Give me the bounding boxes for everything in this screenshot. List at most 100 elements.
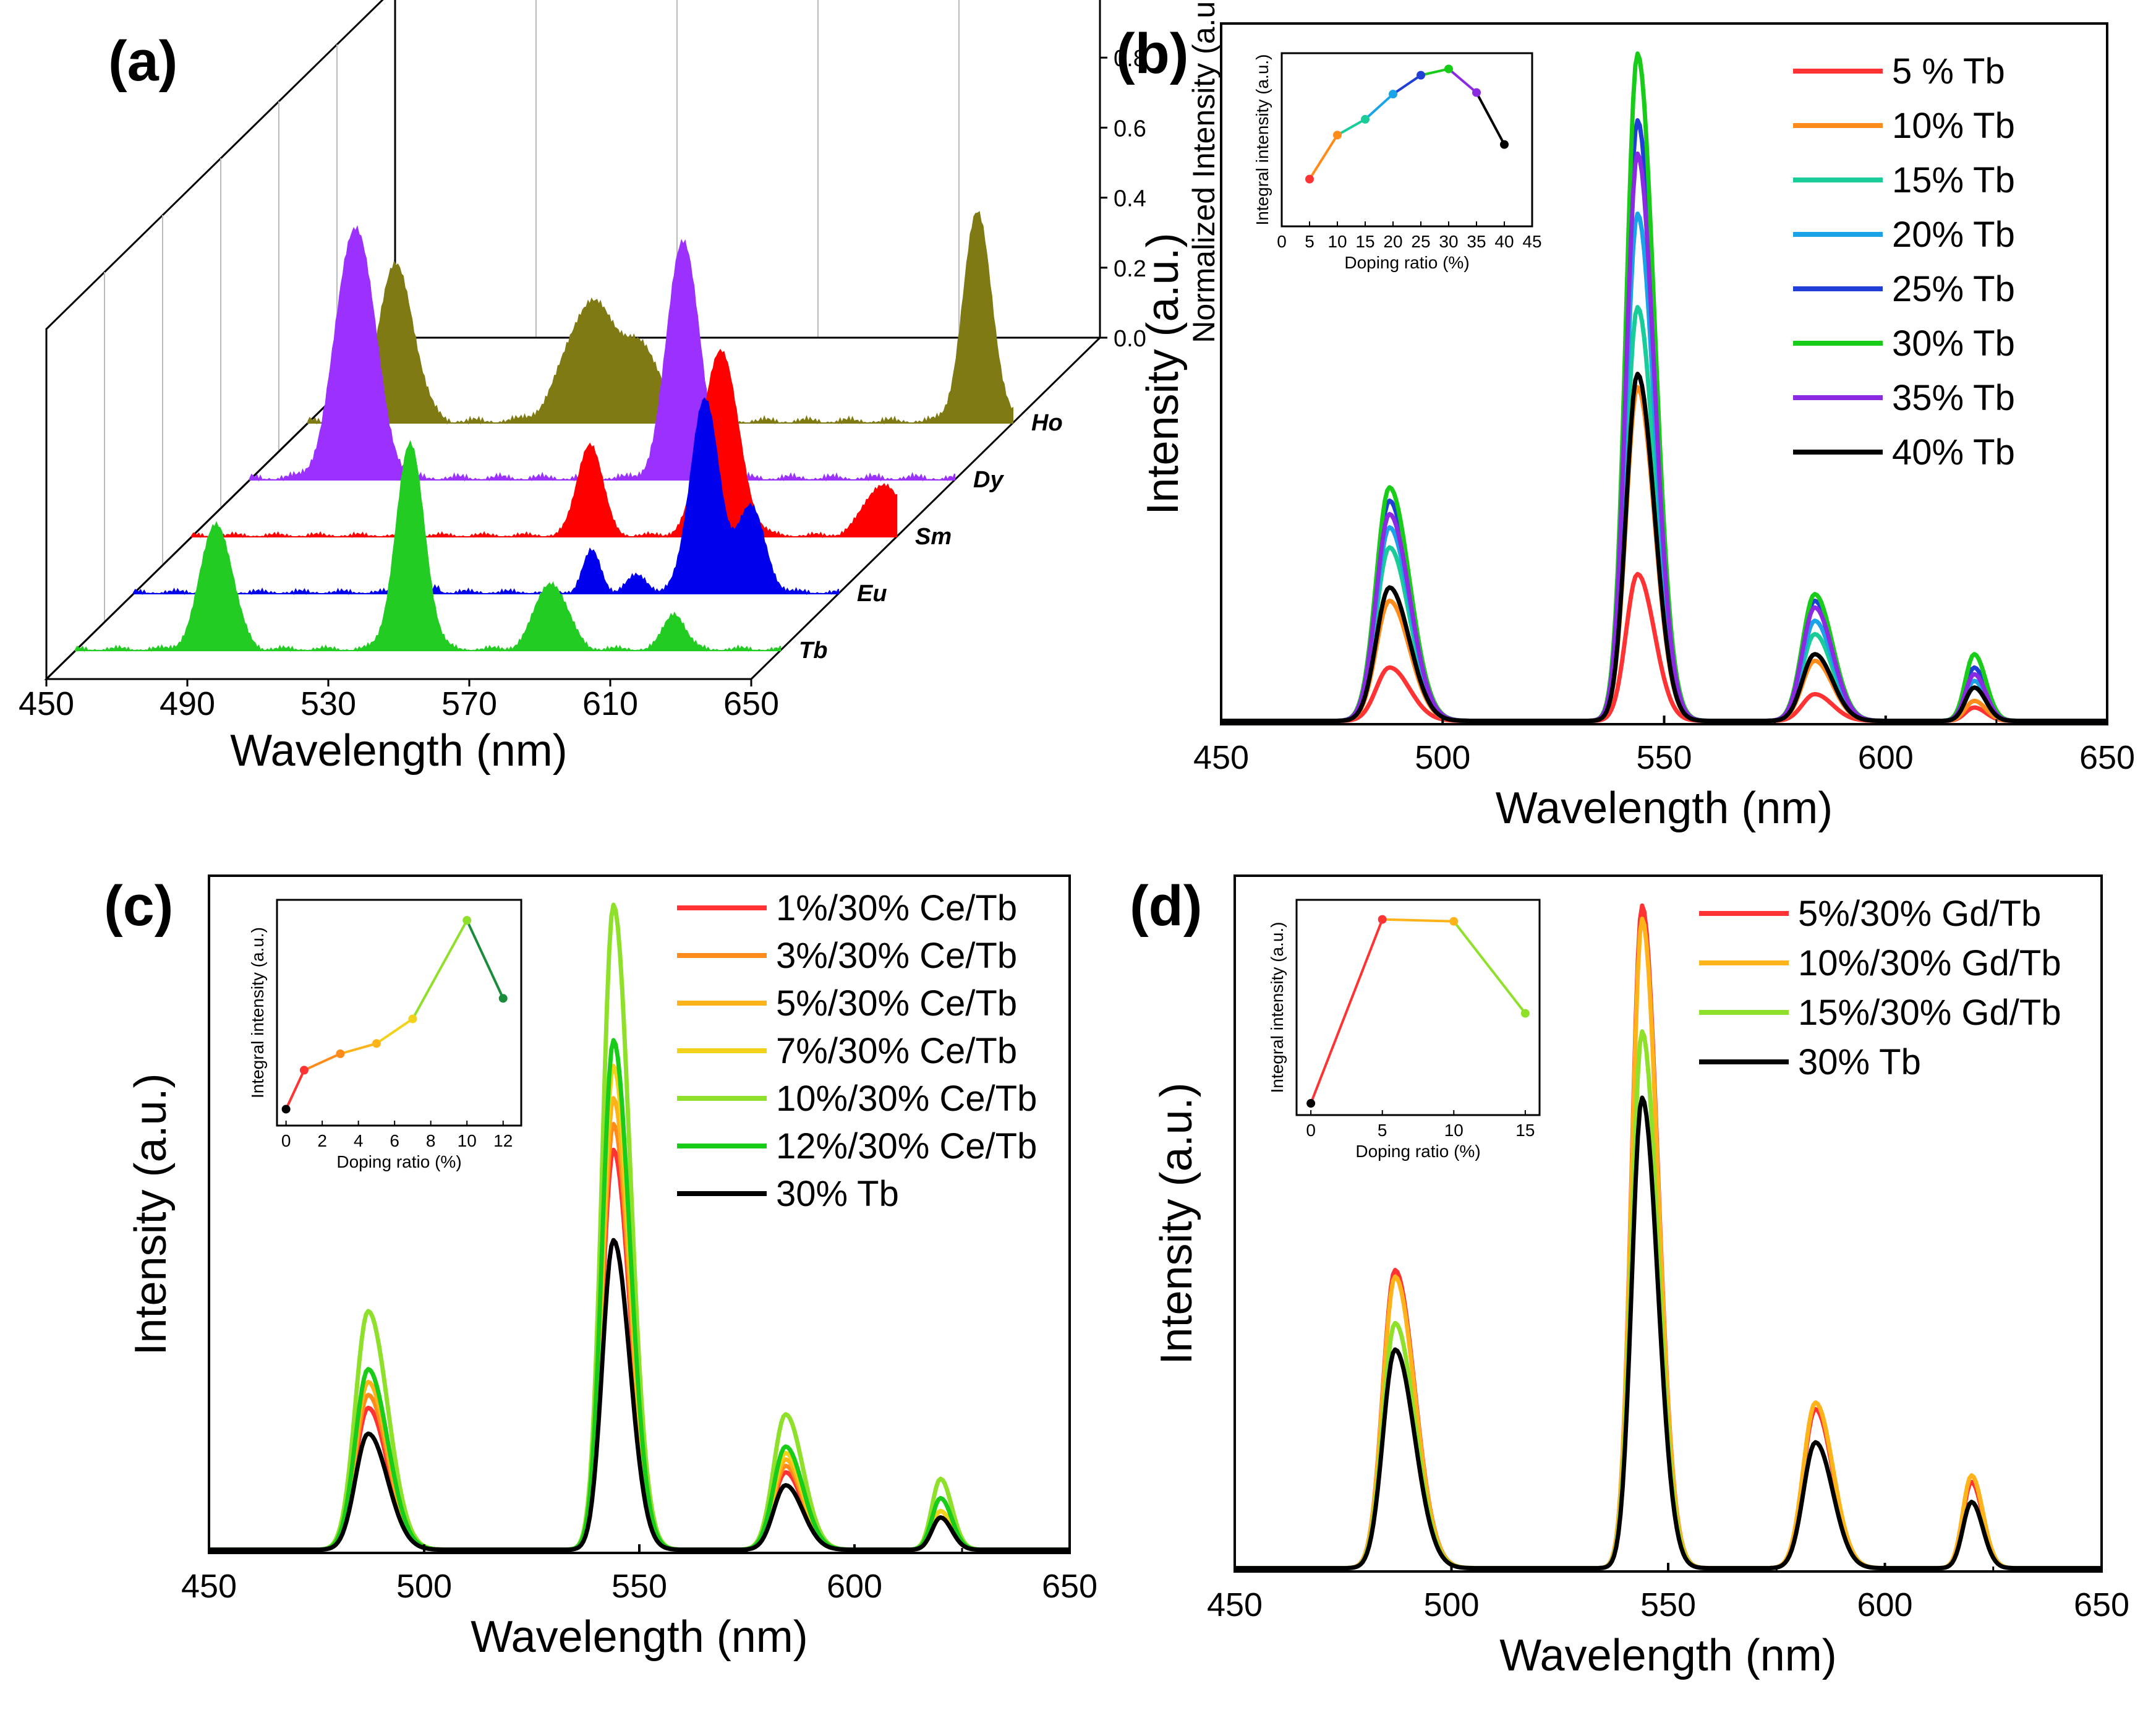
panel-label-a: (a) [108, 30, 177, 93]
inset-segment [1392, 74, 1422, 95]
legend-label: 40% Tb [1892, 432, 2015, 472]
inset-x-tick-label: 5 [1305, 232, 1314, 251]
inset-x-tick-label: 10 [1327, 232, 1347, 251]
series-label-Tb: Tb [799, 638, 827, 664]
inset-segment [1452, 920, 1527, 1014]
x-tick-label: 650 [723, 685, 779, 722]
x-tick-label: 450 [19, 685, 74, 722]
series-area-Tb [75, 440, 781, 652]
inset-segment [284, 1069, 305, 1110]
x-axis-title: Wavelength (nm) [1496, 784, 1833, 833]
z-tick-label: 0.0 [1114, 326, 1146, 352]
inset-point [1417, 71, 1425, 80]
inset-x-tick-label: 15 [1515, 1121, 1535, 1140]
inset-point [1520, 1009, 1530, 1018]
inset-x-tick-label: 30 [1439, 232, 1458, 251]
series-line-40% Tb [1221, 372, 2107, 724]
inset-segment [411, 920, 468, 1020]
inset-segment [304, 1053, 341, 1072]
inset-y-title: Integral intensity (a.u.) [1253, 54, 1272, 225]
inset-segment [1310, 918, 1384, 1104]
inset-point [1449, 917, 1459, 926]
x-tick-label: 450 [1207, 1586, 1263, 1623]
inset-y-title: Integral intensity (a.u.) [248, 927, 267, 1098]
legend-label: 12%/30% Ce/Tb [776, 1126, 1037, 1166]
legend-label: 3%/30% Ce/Tb [776, 936, 1017, 976]
legend-label: 1%/30% Ce/Tb [776, 888, 1017, 928]
back-wall-frame [394, 0, 1101, 339]
inset-point [1305, 174, 1314, 184]
inset-point [408, 1014, 417, 1024]
panel-label-c: (c) [104, 874, 173, 938]
inset-point [1500, 140, 1509, 149]
inset-x-tick-label: 4 [354, 1131, 364, 1150]
series-label-Sm: Sm [915, 524, 952, 550]
inset-y-title: Integral intensity (a.u.) [1268, 921, 1287, 1093]
legend-label: 15% Tb [1892, 160, 2015, 200]
x-tick-label: 550 [1640, 1586, 1696, 1623]
series-line-30% Tb [209, 1238, 1070, 1552]
x-tick-label: 650 [1042, 1568, 1097, 1605]
z-tick-label: 1.0 [1114, 0, 1146, 2]
inset-segment [1364, 93, 1394, 121]
series-area-Sm [191, 348, 897, 539]
legend-label: 15%/30% Gd/Tb [1798, 993, 2061, 1033]
inset-x-tick-label: 40 [1494, 232, 1514, 251]
inset-x-tick-label: 6 [390, 1131, 399, 1150]
inset-point [498, 994, 508, 1003]
inset-x-tick-label: 25 [1411, 232, 1430, 251]
legend-label: 5 % Tb [1892, 51, 2005, 92]
inset-segment [1447, 67, 1478, 94]
inset-point [372, 1039, 381, 1048]
inset-point [1472, 88, 1481, 97]
inset-segment [1382, 918, 1454, 923]
inset-segment [339, 1042, 377, 1055]
legend-label: 30% Tb [776, 1174, 899, 1214]
inset-point [281, 1105, 291, 1114]
panel-label-b: (b) [1116, 22, 1188, 85]
legend-label: 20% Tb [1892, 215, 2015, 255]
inset-segment [1308, 134, 1339, 180]
inset-x-tick-label: 35 [1467, 232, 1486, 251]
y-axis-title: Intensity (a.u.) [1138, 233, 1188, 515]
inset-segment [1475, 92, 1506, 145]
panel-a: Ho Dy Sm Eu Tb 450 490 530 570 610 650 Wavelength (… [19, 0, 1221, 776]
x-tick-label: 500 [1423, 1586, 1479, 1623]
inset-x-tick-label: 12 [493, 1131, 513, 1150]
inset-x-tick-label: 0 [1277, 232, 1287, 251]
x-tick-label: 550 [611, 1568, 667, 1605]
legend-label: 10%/30% Gd/Tb [1798, 943, 2061, 983]
x-tick-label: 500 [396, 1568, 452, 1605]
panel-d: 450 500 550 600 650 Wavelength (nm) Intensity … [1130, 874, 2129, 1680]
x-tick-label: 530 [300, 685, 356, 722]
inset-x-tick-label: 8 [426, 1131, 436, 1150]
x-tick-label: 600 [1858, 739, 1914, 776]
inset-x-tick-label: 2 [317, 1131, 327, 1150]
x-tick-label: 570 [441, 685, 497, 722]
inset-point [462, 916, 472, 925]
z-tick-label: 0.6 [1114, 116, 1146, 142]
inset-frame [1295, 899, 1541, 1116]
inset-point [299, 1066, 309, 1075]
legend-label: 35% Tb [1892, 378, 2015, 418]
y-axis-title: Intensity (a.u.) [1152, 1082, 1201, 1364]
inset-x-title: Doping ratio (%) [336, 1152, 461, 1171]
inset-segment [1420, 67, 1449, 77]
inset-x-tick-label: 20 [1383, 232, 1402, 251]
x-tick-label: 450 [181, 1568, 237, 1605]
panel-c: 450 500 550 600 650 Wavelength (nm) Intensity … [104, 874, 1097, 1662]
series-label-Ho: Ho [1031, 410, 1063, 436]
y-axis-title: Intensity (a.u.) [126, 1073, 176, 1355]
inset: 0 2 4 6 8 10 12 Doping ratio (%) Integral intens… [248, 899, 522, 1171]
z-tick-label: 0.8 [1114, 46, 1146, 72]
inset: 0 5 10 15 Doping ratio (%) Integral intensity… [1268, 899, 1541, 1161]
series-line-12%/30% Ce/Tb [209, 1038, 1070, 1552]
legend-label: 7%/30% Ce/Tb [776, 1031, 1017, 1071]
back-wall [394, 0, 1101, 339]
inset-segment [1337, 118, 1366, 137]
z-axis-title: Normalized Intensity (a.u.) [1187, 0, 1221, 343]
inset-x-tick-label: 5 [1378, 1121, 1387, 1140]
legend-label: 30% Tb [1892, 323, 2015, 364]
